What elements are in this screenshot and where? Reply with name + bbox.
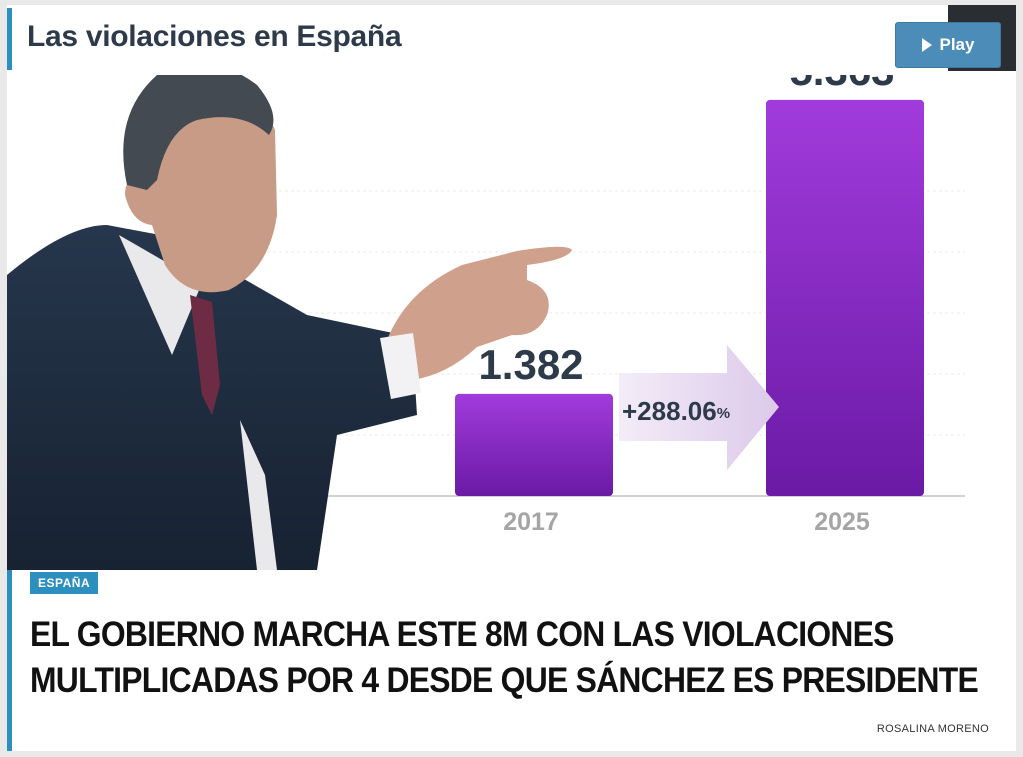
x-tick-2025: 2025 — [814, 508, 870, 536]
growth-arrow — [619, 345, 779, 470]
play-button[interactable]: Play — [895, 22, 1001, 68]
bar-chart: 1.382 2017 5.363 2025 +288.06% — [7, 75, 965, 570]
play-label: Play — [939, 35, 975, 54]
bar-2025 — [766, 99, 924, 497]
chart-title: Las violaciones en España — [27, 20, 402, 53]
politician-photo — [7, 75, 572, 570]
growth-annotation-unit: % — [717, 405, 730, 422]
headline-accent-bar — [7, 570, 12, 751]
play-icon — [921, 38, 932, 52]
growth-annotation: +288.06% — [622, 396, 730, 426]
headline-line-1: EL GOBIERNO MARCHA ESTE 8M CON LAS VIOLA… — [30, 615, 894, 654]
x-tick-2017: 2017 — [503, 508, 559, 536]
value-label-2025: 5.363 — [789, 75, 894, 94]
headline[interactable]: EL GOBIERNO MARCHA ESTE 8M CON LAS VIOLA… — [30, 612, 979, 704]
title-accent-bar — [7, 8, 12, 70]
section-tag[interactable]: ESPAÑA — [30, 572, 99, 594]
headline-line-2: MULTIPLICADAS POR 4 DESDE QUE SÁNCHEZ ES… — [30, 661, 979, 700]
value-label-2017: 1.382 — [478, 341, 583, 388]
author-byline[interactable]: ROSALINA MORENO — [876, 723, 989, 735]
bar-2017 — [455, 393, 613, 496]
